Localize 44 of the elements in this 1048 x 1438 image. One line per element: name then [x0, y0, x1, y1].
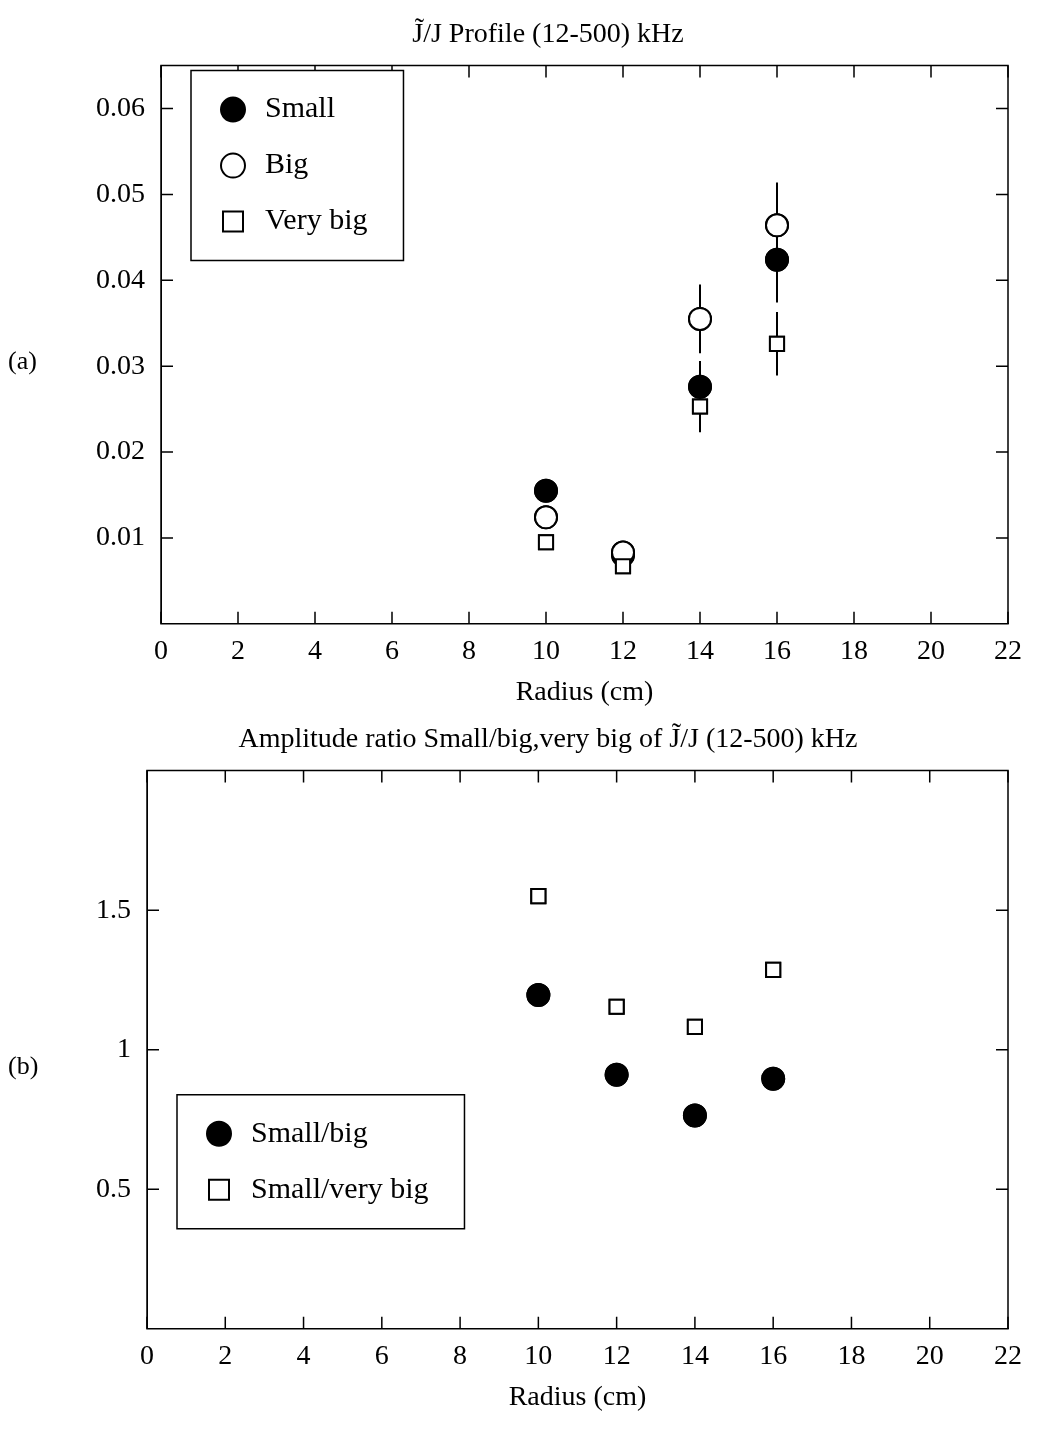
- x-tick-label: 20: [917, 633, 945, 665]
- y-tick-label: 0.01: [96, 520, 145, 552]
- legend-label: Small/big: [251, 1114, 368, 1148]
- x-tick-label: 4: [296, 1338, 311, 1370]
- x-tick-label: 16: [763, 633, 791, 665]
- x-tick-label: 8: [462, 633, 476, 665]
- text: (a): [8, 345, 38, 376]
- chart-title: J̃/J Profile (12-500) kHz: [412, 17, 684, 49]
- x-tick-label: 10: [532, 633, 560, 665]
- y-tick-label: 0.5: [96, 1171, 131, 1203]
- y-tick-label: 1: [117, 1032, 131, 1064]
- legend-label: Small: [265, 90, 336, 124]
- y-tick-label: 0.04: [96, 262, 145, 294]
- x-tick-label: 14: [686, 633, 714, 665]
- legend-label: Big: [265, 146, 309, 180]
- x-tick-label: 6: [385, 633, 399, 665]
- x-tick-label: 14: [680, 1338, 709, 1370]
- x-tick-label: 18: [837, 1338, 866, 1370]
- x-axis-title: Radius (cm): [508, 1379, 647, 1411]
- x-tick-label: 2: [231, 633, 245, 665]
- text: (b): [8, 1050, 40, 1081]
- x-tick-label: 20: [915, 1338, 944, 1370]
- y-tick-label: 0.05: [96, 176, 145, 208]
- x-tick-label: 10: [524, 1338, 553, 1370]
- x-tick-label: 0: [140, 1338, 154, 1370]
- x-tick-label: 0: [154, 633, 168, 665]
- y-tick-label: 0.02: [96, 434, 145, 466]
- y-tick-label: 0.06: [96, 90, 145, 122]
- x-tick-label: 4: [308, 633, 322, 665]
- y-tick-label: 0.03: [96, 348, 145, 380]
- y-tick-label: 1.5: [96, 892, 131, 924]
- x-tick-label: 22: [994, 1338, 1022, 1370]
- x-axis-title: Radius (cm): [515, 674, 654, 706]
- chart-title: Amplitude ratio Small/big,very big of J̃/J (12-500) kHz: [238, 722, 858, 754]
- x-tick-label: 18: [840, 633, 868, 665]
- x-tick-label: 12: [602, 1338, 631, 1370]
- x-tick-label: 22: [994, 633, 1022, 665]
- x-tick-label: 6: [374, 1338, 389, 1370]
- x-tick-label: 12: [609, 633, 637, 665]
- legend-label: Very big: [265, 202, 368, 236]
- x-tick-label: 16: [759, 1338, 788, 1370]
- x-tick-label: 2: [218, 1338, 233, 1370]
- x-tick-label: 8: [453, 1338, 468, 1370]
- legend-label: Small/very big: [251, 1170, 429, 1204]
